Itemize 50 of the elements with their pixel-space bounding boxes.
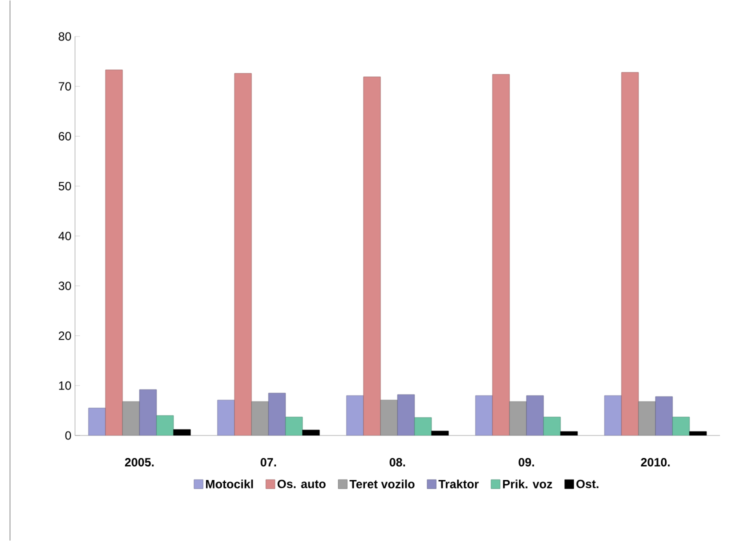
bar	[560, 431, 578, 436]
bar	[302, 430, 320, 436]
bar	[268, 392, 286, 436]
bar	[604, 395, 622, 436]
legend-label: Ost.	[576, 480, 598, 488]
legend-label: Traktor	[438, 480, 479, 488]
bar	[380, 400, 398, 436]
bar	[543, 416, 561, 436]
bar	[285, 416, 303, 436]
x-tick-label: 2010.	[640, 458, 670, 466]
bar	[621, 72, 639, 436]
bar	[173, 429, 191, 436]
x-tick-label: 07.	[260, 458, 276, 466]
bar	[475, 395, 493, 436]
bar	[526, 395, 544, 436]
y-tick-label: 70	[58, 82, 72, 91]
bar	[217, 400, 235, 436]
y-tick-label: 20	[58, 332, 72, 340]
y-tick-label: 50	[58, 182, 72, 190]
bar	[397, 394, 415, 436]
bar	[234, 73, 252, 436]
x-tick-label: 2005.	[124, 458, 154, 466]
x-tick-label: 08.	[390, 458, 405, 466]
legend-label: Motocikl	[206, 480, 253, 488]
bar	[689, 431, 707, 436]
legend-label: Prik. voz	[503, 480, 552, 488]
y-tick-label: 30	[58, 282, 72, 290]
bar	[251, 401, 269, 436]
bar	[431, 430, 449, 436]
y-tick-label: 60	[58, 132, 72, 140]
bar	[363, 76, 381, 436]
y-tick-label: 80	[58, 32, 72, 41]
x-tick-label: 09.	[518, 458, 534, 466]
bar	[156, 415, 174, 436]
bar	[122, 401, 140, 436]
legend-label: Os. auto	[278, 480, 326, 488]
y-tick-label: 10	[59, 381, 72, 390]
bar	[672, 416, 690, 436]
bar	[638, 401, 656, 436]
bar	[346, 395, 364, 436]
bar	[509, 401, 527, 436]
bar	[492, 74, 510, 436]
bar	[655, 396, 673, 436]
y-tick-label: 40	[58, 232, 72, 240]
bar	[105, 70, 123, 436]
legend-label: Teret vozilo	[350, 480, 414, 488]
bar	[88, 408, 106, 436]
bar	[139, 389, 157, 436]
y-tick-label: 0	[65, 431, 72, 440]
bar	[414, 417, 432, 436]
